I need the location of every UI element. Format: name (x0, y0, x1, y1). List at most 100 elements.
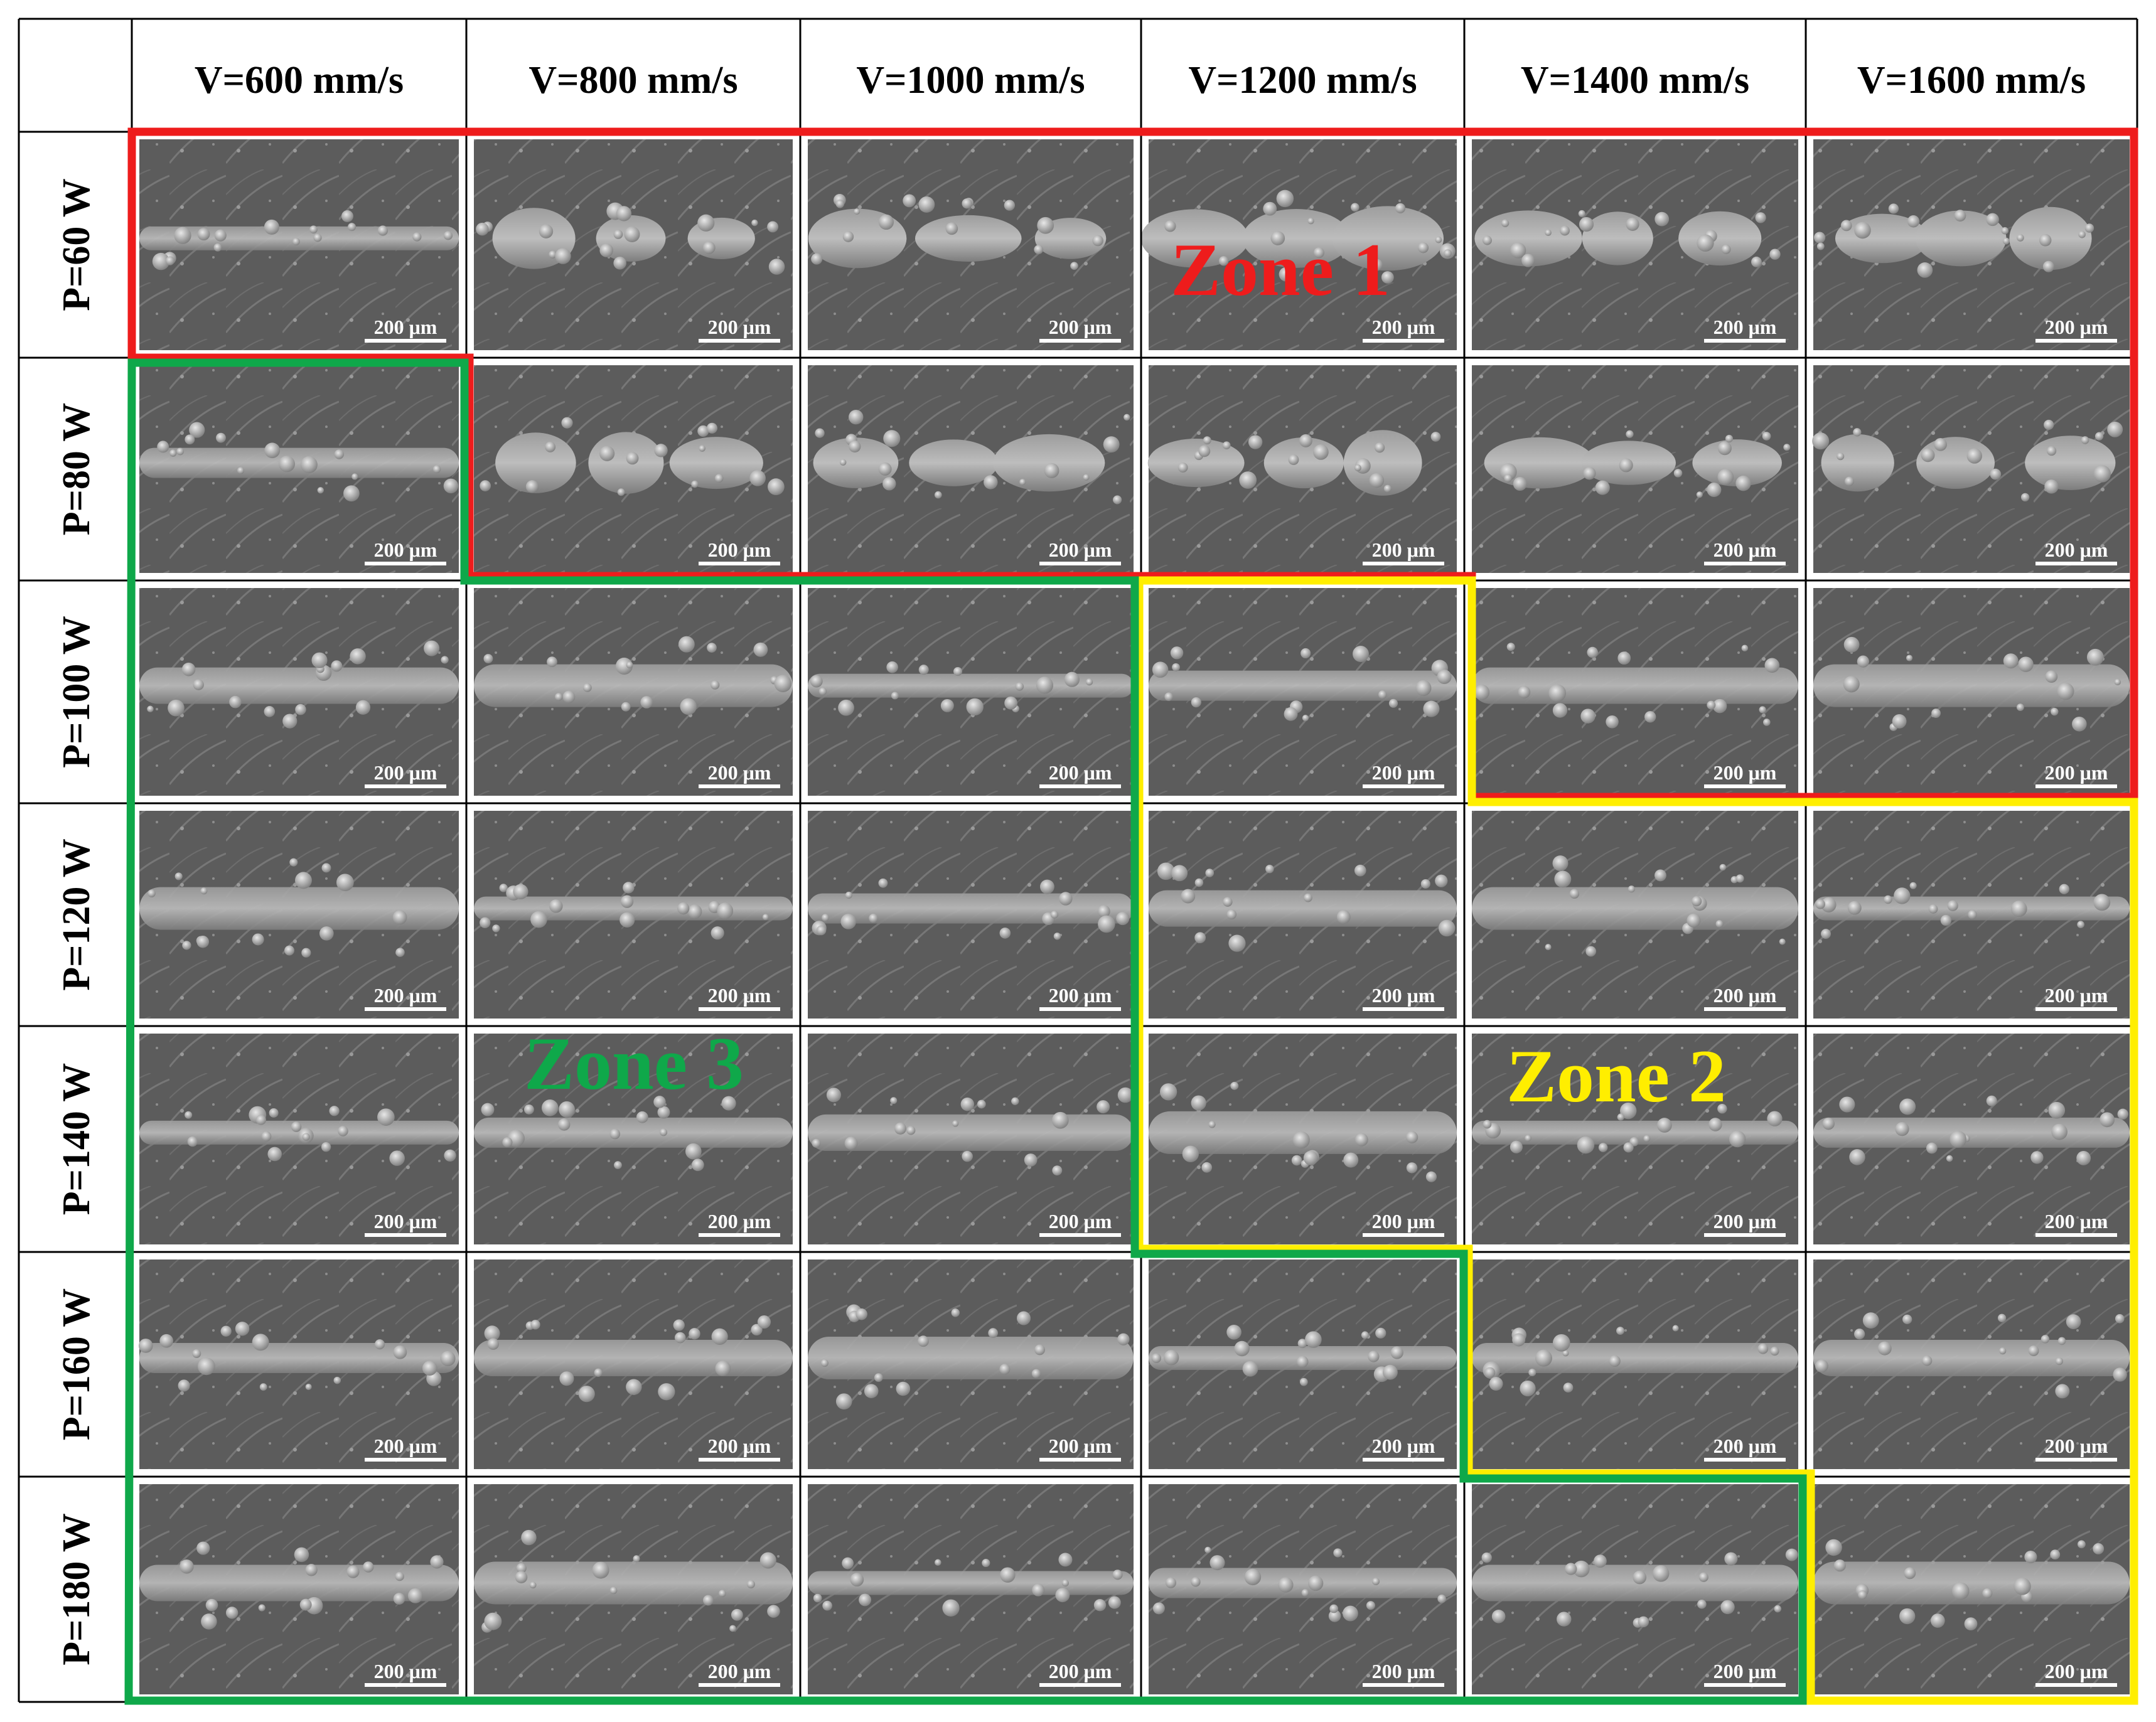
sem-image: 200 μm (1813, 1259, 2130, 1469)
column-headers: V=600 mm/s V=800 mm/s V=1000 mm/s V=1200 mm… (195, 59, 2086, 102)
sem-image: 200 μm (1813, 1034, 2130, 1244)
sem-image: 200 μm (1147, 365, 1457, 573)
column-header: V=600 mm/s (195, 59, 404, 102)
sem-image: 200 μm (1813, 139, 2130, 350)
sem-image: 200 μm (474, 365, 793, 573)
scale-bar-label: 200 μm (374, 316, 437, 338)
sem-image: 200 μm (1149, 1259, 1457, 1469)
sem-image: 200 μm (139, 365, 459, 573)
zone1-boundary (127, 127, 2138, 801)
scale-bar-label: 200 μm (708, 1660, 771, 1682)
scale-bar-label: 200 μm (1049, 316, 1112, 338)
sem-image: 200 μm (1472, 365, 1798, 573)
column-header: V=1200 mm/s (1188, 59, 1417, 102)
zone2-boundary (1135, 576, 2138, 1705)
sem-image: 200 μm (1149, 1484, 1457, 1694)
sem-image: 200 μm (139, 588, 459, 796)
scale-bar-label: 200 μm (1714, 538, 1777, 561)
scale-bar-label: 200 μm (1714, 1435, 1777, 1457)
row-header: P=60 W (55, 178, 98, 311)
scale-bar-label: 200 μm (1714, 1210, 1777, 1233)
zone3-boundary (124, 358, 1807, 1705)
row-header: P=120 W (55, 838, 98, 991)
scale-bar-label: 200 μm (708, 984, 771, 1007)
sem-image: 200 μm (808, 1259, 1134, 1469)
sem-image-cells: 200 μm 200 μm 200 μm 200 μm 200 μm 200 μm 200 … (138, 139, 2130, 1694)
sem-image: 200 μm (808, 1034, 1134, 1244)
sem-image: 200 μm (1472, 811, 1798, 1019)
scale-bar-label: 200 μm (1049, 761, 1112, 784)
sem-image: 200 μm (1813, 1484, 2130, 1694)
scale-bar-label: 200 μm (1049, 1210, 1112, 1233)
scale-bar-label: 200 μm (708, 761, 771, 784)
sem-image: 200 μm (808, 811, 1134, 1019)
scale-bar-label: 200 μm (374, 1210, 437, 1233)
scale-bar-label: 200 μm (1714, 761, 1777, 784)
sem-image: 200 μm (1813, 588, 2130, 796)
scale-bar-label: 200 μm (1372, 1660, 1435, 1682)
scale-bar-label: 200 μm (2045, 984, 2108, 1007)
scale-bar-label: 200 μm (1714, 1660, 1777, 1682)
column-header: V=800 mm/s (528, 59, 737, 102)
scale-bar-label: 200 μm (1049, 1435, 1112, 1457)
sem-image: 200 μm (474, 1259, 793, 1469)
row-header: P=160 W (55, 1288, 98, 1441)
sem-image: 200 μm (474, 1484, 793, 1694)
sem-image: 200 μm (1472, 139, 1798, 350)
row-header: P=80 W (55, 403, 98, 536)
scale-bar-label: 200 μm (1372, 1210, 1435, 1233)
scale-bar-label: 200 μm (374, 1660, 437, 1682)
scale-bar-label: 200 μm (374, 984, 437, 1007)
scale-bar-label: 200 μm (1372, 761, 1435, 784)
sem-image: 200 μm (139, 139, 459, 350)
sem-image: 200 μm (1149, 1034, 1457, 1244)
scale-bar-label: 200 μm (2045, 1660, 2108, 1682)
sem-image: 200 μm (474, 1034, 793, 1244)
scale-bar-label: 200 μm (374, 1435, 437, 1457)
scale-bar-label: 200 μm (1049, 538, 1112, 561)
sem-image: 200 μm (139, 1034, 459, 1244)
row-headers: P=60 W P=80 W P=100 W P=120 W P=140 W P=160 W… (55, 178, 98, 1666)
scale-bar-label: 200 μm (374, 538, 437, 561)
scale-bar-label: 200 μm (1049, 984, 1112, 1007)
sem-image: 200 μm (1472, 1484, 1798, 1694)
zone2-label: Zone 2 (1506, 1034, 1726, 1118)
scale-bar-label: 200 μm (2045, 316, 2108, 338)
scale-bar-label: 200 μm (1049, 1660, 1112, 1682)
sem-image: 200 μm (1812, 365, 2130, 573)
scale-bar-label: 200 μm (2045, 761, 2108, 784)
zone1-label: Zone 1 (1171, 228, 1390, 311)
scale-bar-label: 200 μm (1714, 316, 1777, 338)
column-header: V=1000 mm/s (856, 59, 1085, 102)
scale-bar-label: 200 μm (708, 1435, 771, 1457)
sem-image: 200 μm (808, 139, 1134, 350)
row-header: P=180 W (55, 1513, 98, 1666)
sem-image: 200 μm (1140, 139, 1457, 350)
scale-bar-label: 200 μm (1372, 316, 1435, 338)
sem-image: 200 μm (139, 811, 459, 1019)
scale-bar-label: 200 μm (708, 538, 771, 561)
scale-bar-label: 200 μm (2045, 1210, 2108, 1233)
sem-image: 200 μm (1149, 588, 1457, 796)
sem-image: 200 μm (138, 1259, 459, 1469)
sem-image: 200 μm (139, 1484, 459, 1694)
column-header: V=1600 mm/s (1857, 59, 2086, 102)
scale-bar-label: 200 μm (708, 316, 771, 338)
sem-image: 200 μm (1472, 1259, 1798, 1469)
sem-image: 200 μm (474, 588, 793, 796)
sem-image: 200 μm (474, 811, 793, 1019)
row-header: P=100 W (55, 616, 98, 768)
sem-image: 200 μm (808, 365, 1134, 573)
sem-image: 200 μm (1813, 811, 2130, 1019)
scale-bar-label: 200 μm (2045, 1435, 2108, 1457)
scale-bar-label: 200 μm (1714, 984, 1777, 1007)
column-header: V=1400 mm/s (1521, 59, 1749, 102)
row-header: P=140 W (55, 1063, 98, 1216)
sem-image: 200 μm (474, 139, 793, 350)
scale-bar-label: 200 μm (2045, 538, 2108, 561)
sem-image: 200 μm (1472, 588, 1798, 796)
scale-bar-label: 200 μm (374, 761, 437, 784)
scale-bar-label: 200 μm (708, 1210, 771, 1233)
sem-image: 200 μm (808, 1484, 1134, 1694)
